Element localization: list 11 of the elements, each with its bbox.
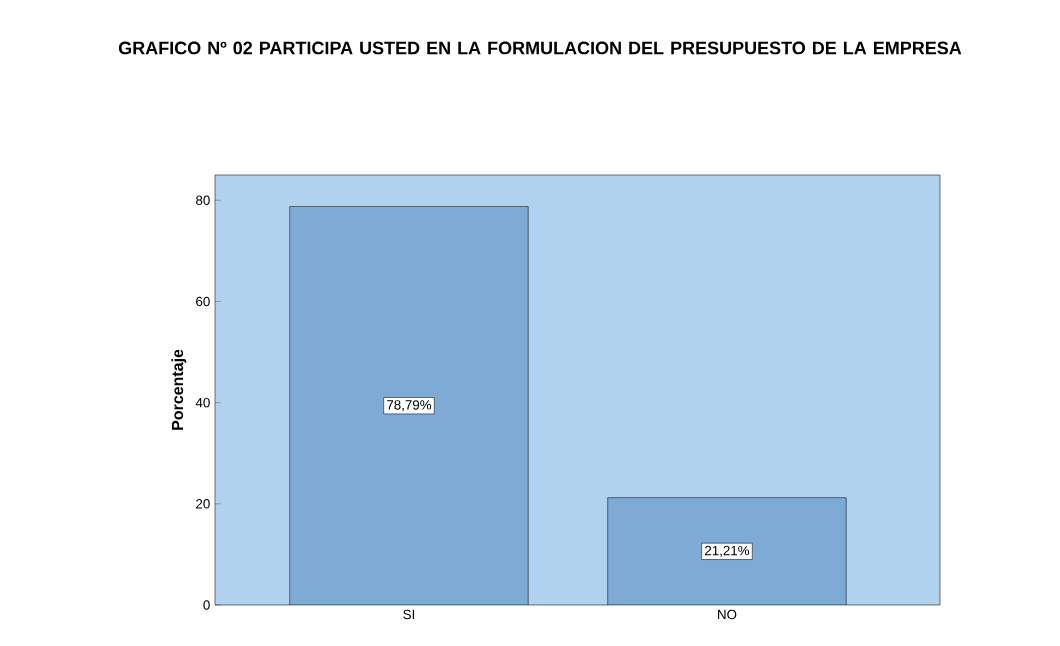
data-label: 21,21% <box>705 545 750 557</box>
y-tick-label: 20 <box>196 499 210 509</box>
chart-title: GRAFICO Nº 02 PARTICIPA USTED EN LA FORMULACION DEL PRESUPUESTO DE LA EMPRESA <box>118 41 962 55</box>
y-tick-label: 0 <box>203 600 210 610</box>
y-tick-label: 40 <box>195 397 210 408</box>
y-tick-label: 60 <box>196 296 210 307</box>
y-axis-title: Porcentaje <box>171 349 187 430</box>
data-label: 78,79% <box>387 400 432 412</box>
x-tick-label: NO <box>718 609 737 620</box>
x-tick-label: SI <box>403 609 415 620</box>
y-tick-label: 80 <box>196 195 210 206</box>
